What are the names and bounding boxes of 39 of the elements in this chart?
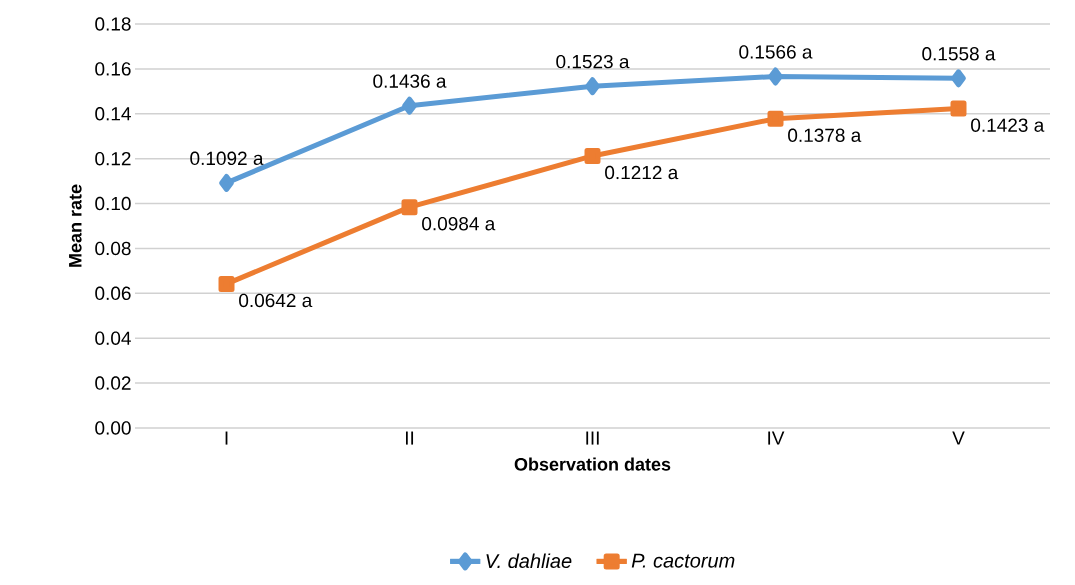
x-tick-label: V (952, 431, 965, 445)
point (584, 147, 601, 164)
y-axis-title: Mean rate (69, 184, 82, 267)
text: 0.14 (95, 107, 131, 121)
text: 0.00 (95, 421, 131, 435)
text: 0.16 (95, 62, 131, 76)
text: 0.18 (95, 17, 131, 31)
x-tick-label: II (405, 431, 414, 445)
point (218, 275, 235, 292)
data-label: 0.1092 a (190, 151, 264, 166)
legend-label: P. cactorum (631, 553, 735, 568)
point (951, 69, 966, 88)
x-tick-label: III (586, 431, 599, 445)
legend-label: V. dahliae (486, 553, 572, 569)
point (767, 110, 784, 127)
point (585, 77, 600, 96)
point (768, 67, 783, 86)
data-label: 0.1212 a (605, 165, 679, 180)
text: 0.08 (95, 241, 131, 256)
point (402, 96, 417, 115)
x-tick-label: I (225, 431, 228, 445)
text: 0.10 (95, 196, 131, 211)
data-label: 0.1523 a (556, 54, 630, 69)
data-label: 0.1558 a (922, 47, 996, 61)
text: 0.06 (95, 286, 131, 301)
point (219, 173, 234, 192)
text: 0.12 (95, 151, 131, 166)
data-label: 0.0984 a (422, 216, 496, 231)
data-label: 0.0642 a (239, 293, 313, 308)
x-tick-label: IV (768, 431, 785, 445)
data-label: 0.1436 a (373, 74, 447, 88)
data-label: 0.1378 a (788, 128, 862, 142)
data-label: 0.1423 a (971, 118, 1045, 132)
point (950, 100, 967, 117)
text: 0.04 (95, 331, 131, 345)
x-axis-title: Observation dates (514, 457, 671, 471)
text: 0.02 (95, 376, 131, 390)
point (401, 199, 418, 216)
data-label: 0.1566 a (739, 45, 813, 59)
